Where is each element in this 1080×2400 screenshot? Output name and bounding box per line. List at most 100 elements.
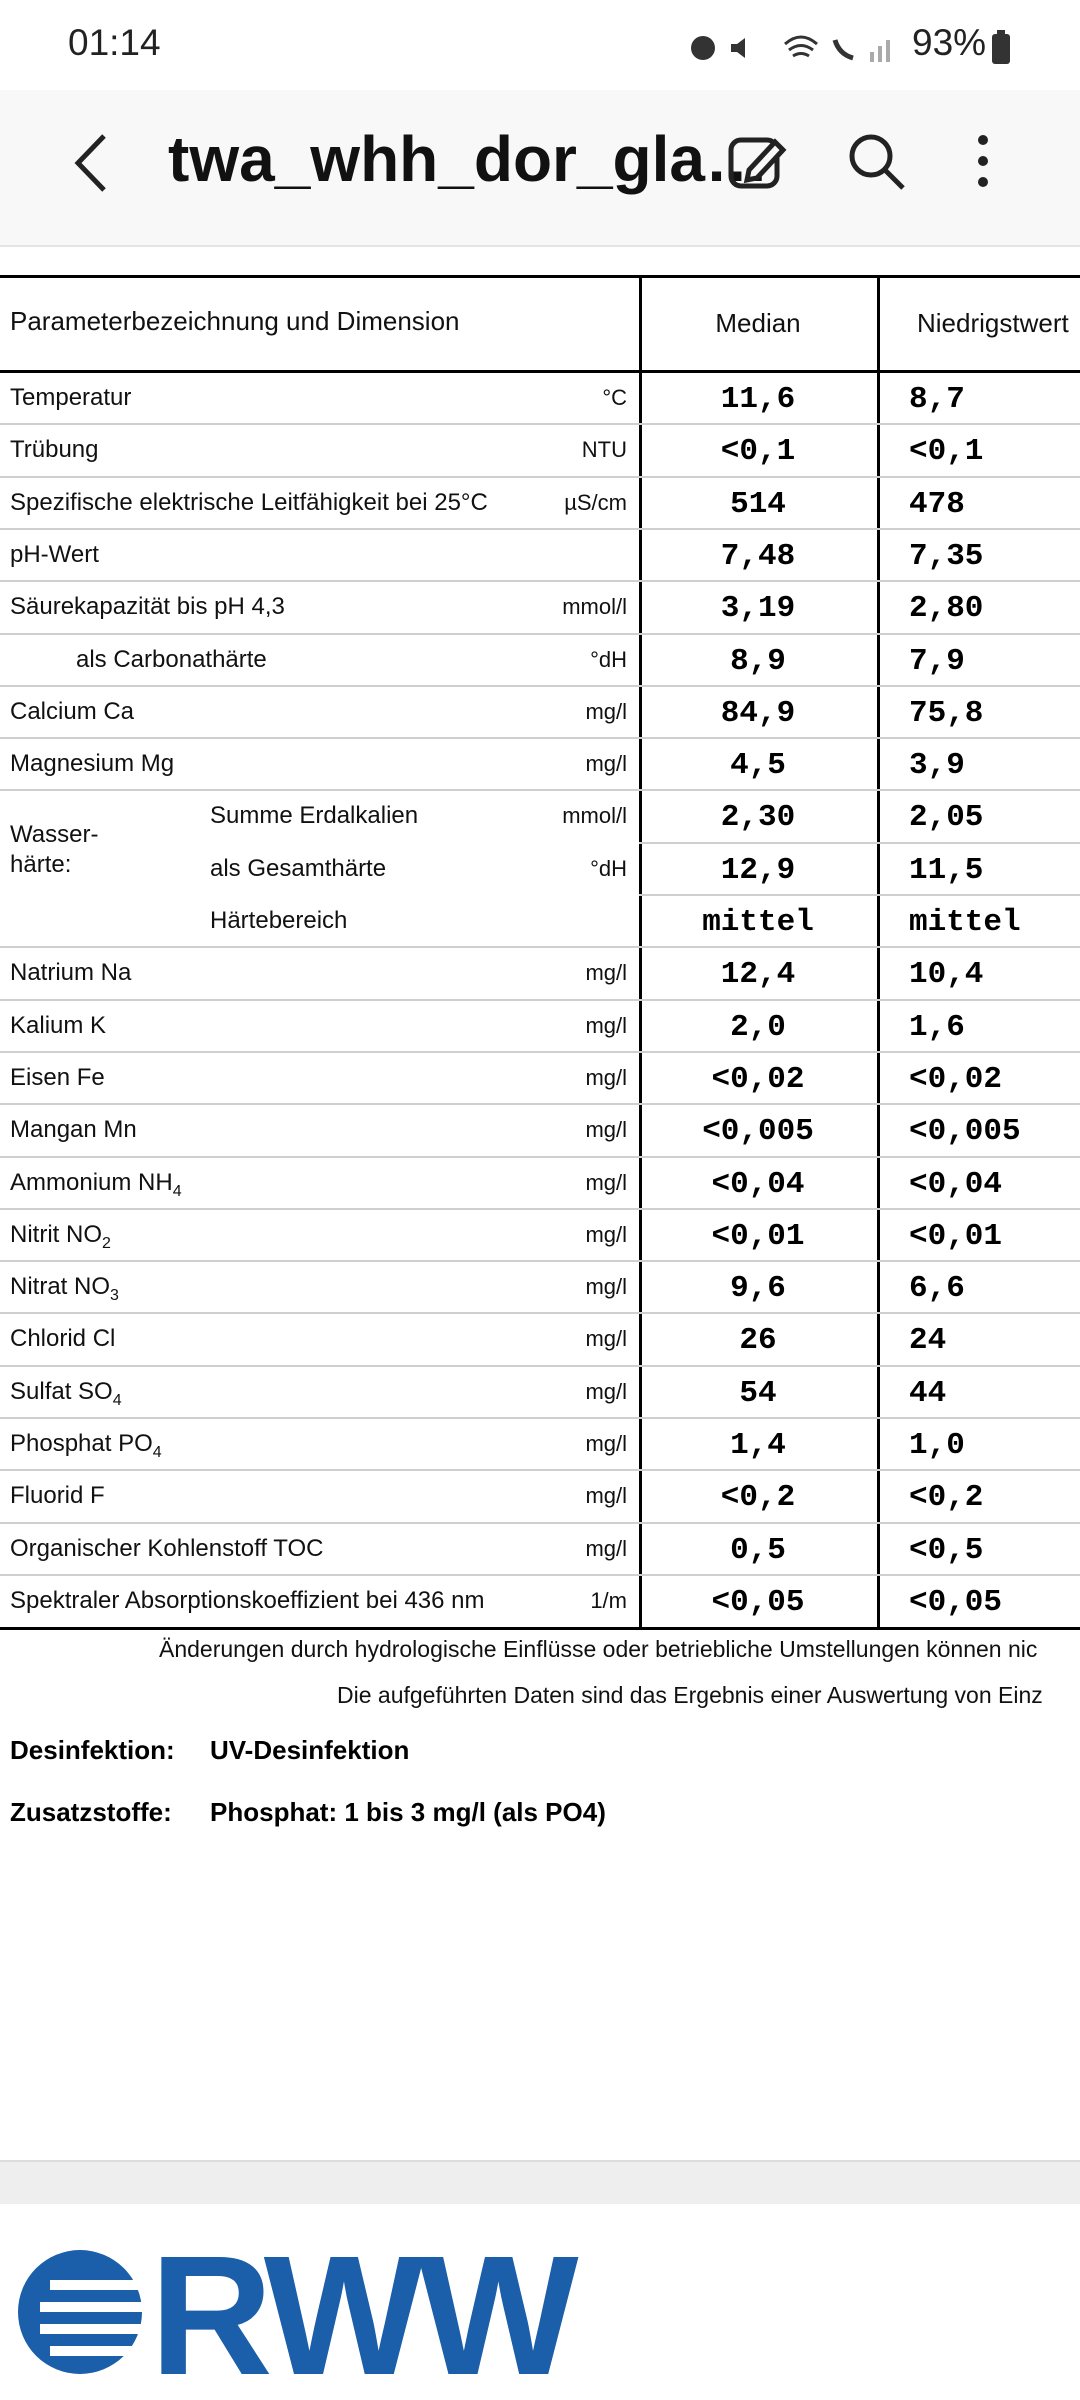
row-divider	[0, 1521, 1080, 1524]
status-icons	[691, 35, 890, 62]
row-divider	[0, 632, 1080, 635]
row-divider	[0, 1573, 1080, 1576]
info-value: Phosphat: 1 bis 3 mg/l (als PO4)	[210, 1797, 606, 1827]
row-divider	[0, 946, 1080, 949]
median-value: 12,4	[720, 957, 796, 993]
unit-label: mg/l	[585, 1117, 627, 1143]
row-divider	[0, 1103, 1080, 1106]
edit-button[interactable]	[725, 130, 789, 194]
logo-icon	[18, 2250, 150, 2374]
unit-label: mg/l	[585, 1221, 627, 1247]
row-divider	[639, 841, 1080, 844]
unit-label: mg/l	[585, 1378, 627, 1404]
row-divider	[0, 1050, 1080, 1053]
column-header: Median	[715, 308, 801, 338]
parameter-text: Mangan Mn	[10, 1116, 137, 1144]
parameter-text: als Carbonathärte	[76, 645, 267, 673]
search-button[interactable]	[845, 130, 909, 194]
app-bar	[0, 90, 1080, 247]
row-divider	[0, 423, 1080, 426]
parameter-label: Magnesium Mg	[10, 738, 174, 790]
median-value: 4,5	[730, 748, 786, 784]
row-divider	[0, 737, 1080, 740]
unit-label: 1/m	[590, 1587, 627, 1613]
median-value: <0,02	[711, 1061, 805, 1097]
median-value: <0,005	[702, 1114, 814, 1150]
unit-label: mg/l	[585, 1326, 627, 1352]
page-separator	[0, 2160, 1080, 2204]
parameter-text: Nitrat NO	[10, 1273, 111, 1301]
parameter-text: Magnesium Mg	[10, 750, 175, 778]
row-divider	[0, 1260, 1080, 1263]
parameter-label: Säurekapazität bis pH 4,3	[10, 581, 285, 633]
min-value: <0,005	[909, 1114, 1021, 1150]
app-title: twa_whh_dor_gla…	[168, 123, 769, 195]
row-divider	[0, 1364, 1080, 1367]
unit-label: NTU	[581, 437, 627, 463]
median-value: 3,19	[720, 591, 796, 627]
more-button[interactable]	[968, 130, 998, 194]
parameter-label: Fluorid F	[10, 1470, 105, 1522]
min-value: 1,0	[909, 1428, 965, 1463]
column-header: Parameterbezeichnung und Dimension	[10, 306, 460, 336]
row-divider	[0, 1207, 1080, 1210]
parameter-text: Chlorid Cl	[10, 1325, 116, 1353]
subscript: 2	[102, 1234, 111, 1252]
parameter-text: Spezifische elektrische Leitfähigkeit be…	[10, 488, 488, 516]
parameter-label: Eisen Fe	[10, 1052, 105, 1104]
subscript: 4	[112, 1391, 122, 1409]
parameter-label: Natrium Na	[10, 947, 131, 999]
parameter-label: Calcium Ca	[10, 686, 134, 738]
parameter-label: Summe Erdalkalien	[210, 790, 418, 842]
min-value: 2,80	[909, 591, 984, 627]
min-value: <0,01	[909, 1218, 1003, 1254]
median-value: 84,9	[720, 695, 796, 731]
min-value: <0,05	[909, 1584, 1003, 1620]
subscript: 3	[110, 1286, 119, 1304]
back-button[interactable]	[68, 130, 116, 196]
group-label: Wasser-	[10, 821, 99, 849]
min-value: 2,05	[909, 800, 984, 836]
row-divider	[0, 580, 1080, 583]
parameter-text: Trübung	[10, 436, 99, 464]
parameter-label: Sulfat SO4	[10, 1366, 122, 1427]
parameter-text: Eisen Fe	[10, 1063, 105, 1091]
row-divider	[0, 684, 1080, 687]
median-value: <0,04	[711, 1166, 805, 1202]
median-value: <0,01	[711, 1218, 805, 1254]
unit-label: mg/l	[585, 960, 627, 986]
column-header: Niedrigstwert	[917, 308, 1069, 338]
parameter-label: Chlorid Cl	[10, 1313, 115, 1365]
min-value: 6,6	[909, 1271, 965, 1307]
parameter-text: als Gesamthärte	[210, 854, 387, 882]
parameter-label: Organischer Kohlenstoff TOC	[10, 1523, 324, 1575]
median-value: 26	[739, 1323, 777, 1359]
min-value: 11,5	[909, 852, 984, 888]
parameter-label: Nitrat NO3	[10, 1261, 119, 1322]
unit-label: mg/l	[585, 1535, 627, 1561]
logo-text: RWW	[150, 2221, 579, 2400]
min-value: 10,4	[909, 957, 984, 993]
min-value: 8,7	[909, 382, 965, 417]
unit-label: mg/l	[585, 1483, 627, 1509]
parameter-text: Ammonium NH	[10, 1168, 173, 1196]
parameter-text: Säurekapazität bis pH 4,3	[10, 593, 285, 621]
group-label: härte:	[10, 851, 72, 879]
parameter-text: Spektraler Absorptionskoeffizient bei 43…	[10, 1586, 485, 1614]
unit-label: mg/l	[585, 698, 627, 724]
parameter-text: Kalium K	[10, 1011, 107, 1039]
parameter-text: Fluorid F	[10, 1482, 105, 1510]
min-value: mittel	[909, 905, 1021, 940]
status-time: 01:14	[68, 22, 161, 63]
parameter-label: Trübung	[10, 424, 99, 476]
min-value: 7,35	[909, 538, 984, 574]
median-value: 514	[730, 486, 786, 522]
header-border	[0, 370, 1080, 373]
row-divider	[639, 894, 1080, 896]
min-value: 44	[909, 1375, 947, 1411]
median-value: 2,0	[730, 1009, 786, 1045]
unit-label: mg/l	[585, 1274, 627, 1300]
parameter-label: Spezifische elektrische Leitfähigkeit be…	[10, 477, 488, 529]
parameter-text: Nitrit NO	[10, 1220, 102, 1248]
table-top-border	[0, 275, 1080, 278]
